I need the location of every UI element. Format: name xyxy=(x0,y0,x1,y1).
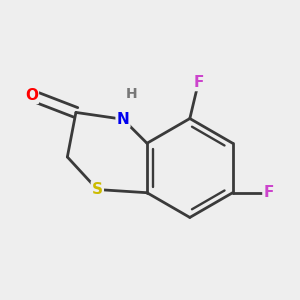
Text: F: F xyxy=(193,75,204,90)
Text: F: F xyxy=(263,185,274,200)
Text: H: H xyxy=(126,87,137,100)
Text: S: S xyxy=(92,182,103,197)
Text: N: N xyxy=(117,112,129,127)
Text: O: O xyxy=(25,88,38,103)
